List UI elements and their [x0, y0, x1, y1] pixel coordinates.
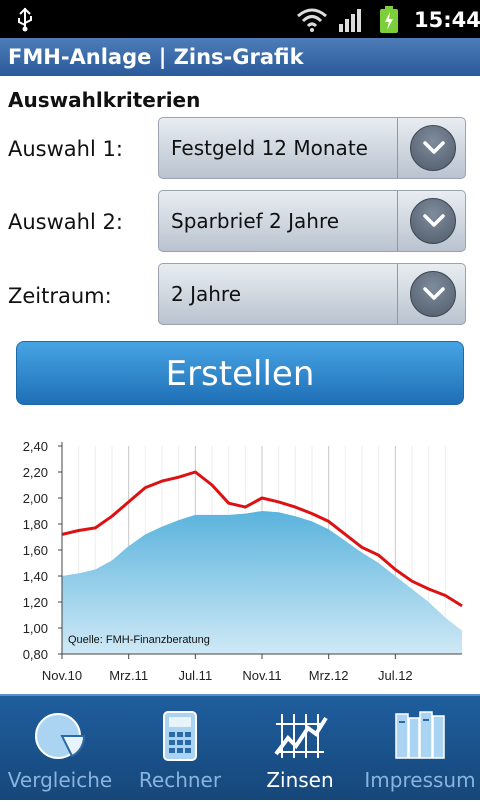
tab-label: Rechner: [138, 768, 222, 792]
books-icon: [392, 708, 448, 764]
chevron-down-icon[interactable]: [410, 271, 456, 317]
signal-icon: [338, 8, 364, 36]
y-tick-label: 2,00: [23, 491, 48, 506]
period-value: 2 Jahre: [171, 282, 241, 306]
selection-1-value: Festgeld 12 Monate: [171, 136, 368, 160]
app-title-bar: FMH-Anlage | Zins-Grafik: [0, 38, 480, 76]
tab-impressum[interactable]: Impressum: [360, 696, 480, 802]
x-tick-label: Nov.11: [242, 668, 281, 683]
source-annotation: Quelle: FMH-Finanzberatung: [68, 634, 210, 646]
period-dropdown[interactable]: 2 Jahre: [158, 263, 466, 325]
y-tick-label: 1,20: [23, 595, 48, 610]
battery-charging-icon: [378, 6, 400, 38]
pie-chart-icon: [32, 708, 88, 764]
x-tick-label: Nov.10: [42, 668, 82, 683]
y-tick-label: 1,60: [23, 543, 48, 558]
x-tick-label: Jul.12: [378, 668, 413, 683]
wifi-icon: [296, 8, 328, 36]
status-bar: 15:44: [0, 0, 480, 38]
y-tick-label: 2,20: [23, 465, 48, 480]
interest-chart: 2,40 2,20 2,00 1,80 1,60 1,40 1,20 1,00 0,80 Nov.…: [0, 430, 480, 692]
tab-label: Impressum: [364, 768, 476, 792]
calculator-icon: [152, 708, 208, 764]
x-tick-label: Jul.11: [178, 668, 212, 683]
chevron-down-icon[interactable]: [410, 125, 456, 171]
tab-rechner[interactable]: Rechner: [120, 696, 240, 802]
period-label: Zeitraum:: [8, 284, 112, 308]
y-tick-label: 1,00: [23, 621, 48, 636]
tab-vergleiche[interactable]: Vergleiche: [0, 696, 120, 802]
dropdown-divider: [397, 118, 398, 178]
line-chart-icon: [272, 708, 328, 764]
y-tick-label: 0,80: [23, 647, 48, 662]
area-series: [62, 511, 462, 654]
tab-zinsen[interactable]: Zinsen: [240, 696, 360, 802]
tab-label: Zinsen: [266, 768, 334, 792]
selection-2-value: Sparbrief 2 Jahre: [171, 209, 340, 233]
section-title: Auswahlkriterien: [8, 88, 201, 112]
selection-1-dropdown[interactable]: Festgeld 12 Monate: [158, 117, 466, 179]
create-button[interactable]: Erstellen: [16, 341, 464, 405]
dropdown-divider: [397, 191, 398, 251]
x-tick-label: Mrz.12: [309, 668, 349, 683]
y-tick-label: 1,80: [23, 517, 48, 532]
app-title: FMH-Anlage | Zins-Grafik: [8, 45, 304, 69]
y-tick-label: 2,40: [23, 439, 48, 454]
chart-svg: 2,40 2,20 2,00 1,80 1,60 1,40 1,20 1,00 0,80 Nov.…: [23, 439, 463, 683]
tab-label: Vergleiche: [7, 768, 113, 792]
selection-1-label: Auswahl 1:: [8, 137, 123, 161]
selection-2-dropdown[interactable]: Sparbrief 2 Jahre: [158, 190, 466, 252]
usb-icon: [14, 6, 36, 36]
status-clock: 15:44: [414, 8, 480, 32]
bottom-tab-bar: Vergleiche Rechner Zinsen Impressum: [0, 694, 480, 800]
line-series: [61, 470, 463, 608]
chevron-down-icon[interactable]: [410, 198, 456, 244]
dropdown-divider: [397, 264, 398, 324]
selection-2-label: Auswahl 2:: [8, 210, 123, 234]
y-tick-label: 1,40: [23, 569, 48, 584]
x-tick-label: Mrz.11: [109, 668, 148, 683]
